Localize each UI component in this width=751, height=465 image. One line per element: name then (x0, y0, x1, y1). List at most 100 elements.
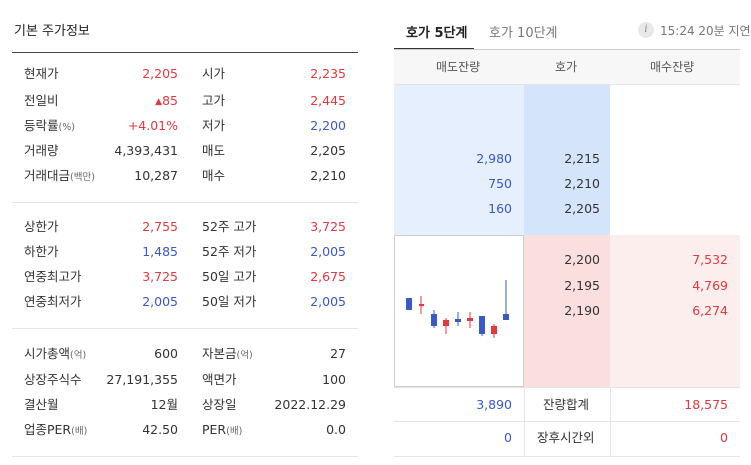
trade-amount-value: 10,287 (134, 168, 178, 183)
group-divider-1 (12, 202, 358, 203)
volume-value: 4,393,431 (114, 143, 178, 158)
bid-price-area (524, 235, 610, 387)
ask-price[interactable]: 2,215 (564, 151, 600, 166)
candle (491, 324, 497, 338)
totals-divider (394, 387, 740, 388)
info-icon[interactable]: i (638, 22, 654, 38)
listing-date-label: 상장일 (202, 397, 237, 412)
candle (443, 318, 449, 334)
ask-qty: 750 (488, 176, 512, 191)
change-rate-value: +4.01% (127, 118, 178, 133)
capital-value: 27 (330, 346, 346, 361)
market-cap-value: 600 (154, 346, 178, 361)
bid-qty-area (610, 235, 740, 387)
bid-value: 2,210 (310, 168, 346, 183)
trade-amount-label: 거래대금(백만) (24, 168, 95, 183)
year-high-value: 3,725 (142, 269, 178, 284)
price-header: 호가 (555, 60, 578, 74)
bid-qty-header: 매수잔량 (650, 60, 695, 74)
ask-qty-area (394, 85, 524, 235)
mini-candle-chart (394, 235, 524, 387)
capital-label: 자본금(억) (202, 346, 253, 361)
total-label: 잔량합계 (543, 397, 590, 412)
tab-orderbook-5[interactable]: 호가 5단계 (406, 26, 468, 41)
low-price-value: 2,200 (310, 118, 346, 133)
upper-limit-label: 상한가 (24, 219, 59, 234)
listing-date-value: 2022.12.29 (274, 397, 346, 412)
ask-price[interactable]: 2,205 (564, 201, 600, 216)
after-hours-label: 장후시간외 (537, 430, 595, 445)
open-price-label: 시가 (202, 66, 226, 81)
ask-price-area (524, 85, 610, 235)
group-divider-2 (12, 328, 358, 329)
ask-qty: 160 (488, 201, 512, 216)
week52-low-value: 2,005 (310, 244, 346, 259)
bid-label: 매수 (202, 168, 226, 183)
change-label: 전일비 (24, 93, 59, 108)
ask-qty: 2,980 (476, 151, 512, 166)
basic-info-title: 기본 주가정보 (14, 24, 90, 39)
candle (455, 312, 461, 326)
par-value-label: 액면가 (202, 372, 237, 387)
week52-high-value: 3,725 (310, 219, 346, 234)
current-price-value: 2,205 (142, 66, 178, 81)
day50-low-label: 50일 저가 (202, 294, 257, 309)
current-price-label: 현재가 (24, 66, 59, 81)
total-bid-qty: 18,575 (684, 397, 728, 412)
mini-candle-svg (406, 280, 509, 338)
after-hours-bid-qty: 0 (720, 430, 728, 445)
totals-col-divider-right (610, 388, 611, 456)
listed-shares-label: 상장주식수 (24, 372, 82, 387)
bid-qty: 4,769 (692, 278, 728, 293)
upper-limit-value: 2,755 (142, 219, 178, 234)
totals-col-divider-left (524, 388, 525, 456)
week52-high-label: 52주 고가 (202, 219, 257, 234)
year-high-label: 연중최고가 (24, 269, 82, 284)
per-value: 0.0 (326, 422, 346, 437)
high-price-label: 고가 (202, 93, 226, 108)
fiscal-month-label: 결산월 (24, 397, 59, 412)
sector-per-label: 업종PER(배) (24, 422, 88, 437)
fiscal-month-value: 12월 (150, 397, 178, 412)
candle (406, 298, 412, 310)
lower-limit-label: 하한가 (24, 244, 59, 259)
ask-value: 2,205 (310, 143, 346, 158)
par-value-value: 100 (322, 372, 346, 387)
delay-notice: 15:24 20분 지연 (660, 24, 751, 38)
tab-underline (394, 49, 740, 50)
after-hours-ask-qty: 0 (504, 430, 512, 445)
candle (503, 280, 509, 320)
year-low-label: 연중최저가 (24, 294, 82, 309)
orderbook-header (394, 50, 740, 84)
total-ask-qty: 3,890 (476, 397, 512, 412)
market-cap-label: 시가총액(억) (24, 346, 87, 361)
ask-qty-header: 매도잔량 (436, 60, 481, 74)
right-bottom-divider (394, 456, 740, 457)
week52-low-label: 52주 저가 (202, 244, 257, 259)
sector-per-value: 42.50 (142, 422, 178, 437)
bid-qty: 6,274 (692, 303, 728, 318)
ask-price[interactable]: 2,210 (564, 176, 600, 191)
bid-price[interactable]: 2,200 (564, 252, 600, 267)
up-arrow-icon: ▲ (155, 97, 163, 107)
candle (467, 312, 473, 328)
change-value: ▲85 (155, 93, 178, 108)
bid-price[interactable]: 2,195 (564, 278, 600, 293)
after-hours-divider (394, 421, 740, 422)
volume-label: 거래량 (24, 143, 59, 158)
high-price-value: 2,445 (310, 93, 346, 108)
day50-high-label: 50일 고가 (202, 269, 257, 284)
candle (431, 310, 437, 328)
tab-orderbook-10[interactable]: 호가 10단계 (489, 26, 558, 41)
ask-label: 매도 (202, 143, 226, 158)
candle (479, 316, 485, 336)
bid-price[interactable]: 2,190 (564, 303, 600, 318)
change-rate-label: 등락률(%) (24, 118, 75, 133)
title-divider (12, 52, 358, 53)
bottom-divider (12, 456, 358, 457)
open-price-value: 2,235 (310, 66, 346, 81)
year-low-value: 2,005 (142, 294, 178, 309)
candle (419, 296, 424, 314)
lower-limit-value: 1,485 (142, 244, 178, 259)
per-label: PER(배) (202, 422, 243, 437)
